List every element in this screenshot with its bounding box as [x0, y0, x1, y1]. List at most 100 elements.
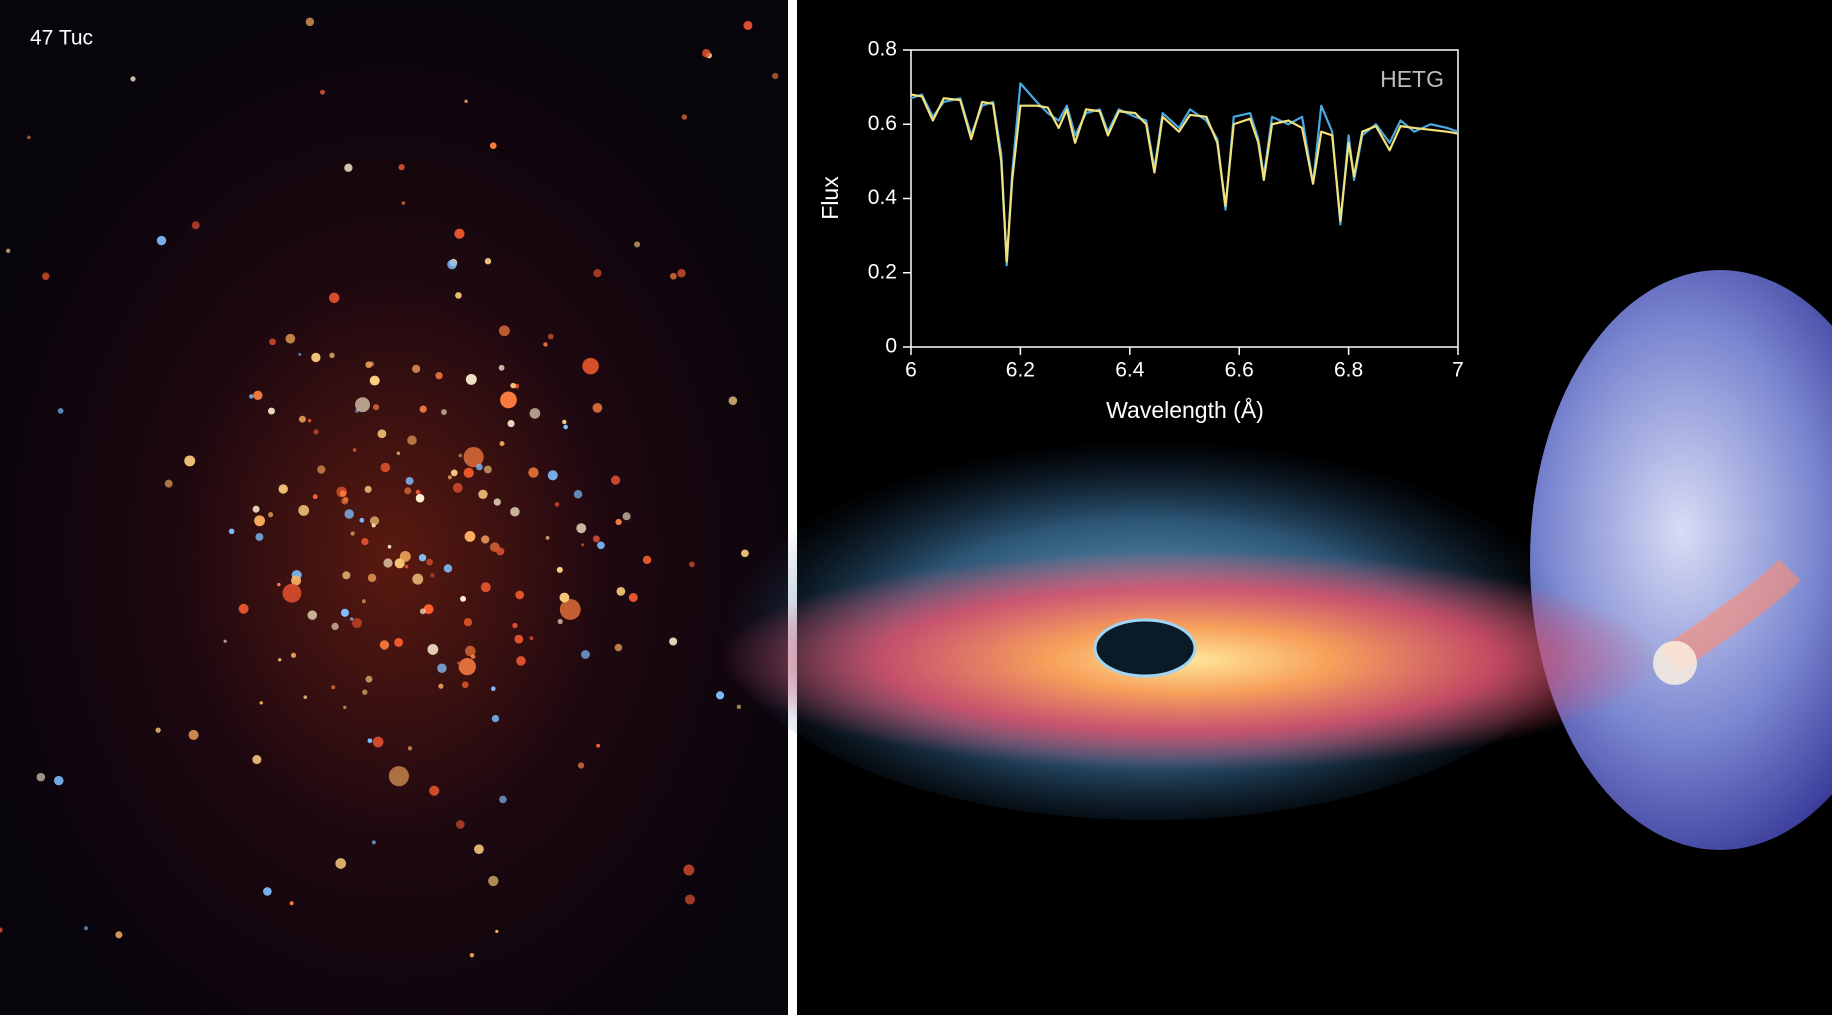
cluster-image	[0, 0, 788, 1015]
star	[289, 901, 294, 906]
star	[372, 404, 380, 411]
star	[290, 575, 302, 586]
star	[455, 292, 462, 299]
star	[339, 490, 347, 497]
star	[614, 643, 623, 652]
star	[495, 929, 499, 933]
star	[476, 463, 483, 471]
star	[437, 663, 447, 674]
star	[383, 558, 393, 568]
star	[457, 661, 461, 665]
star	[547, 470, 558, 481]
star	[269, 338, 276, 346]
star	[480, 582, 491, 593]
x-tick-label: 7	[1452, 359, 1464, 382]
star	[344, 163, 353, 172]
star	[559, 592, 570, 603]
star	[340, 608, 349, 617]
star	[0, 927, 3, 933]
star	[188, 729, 199, 740]
star	[426, 558, 433, 566]
star	[498, 364, 505, 371]
star	[359, 517, 365, 523]
star	[443, 564, 453, 573]
star	[328, 292, 340, 304]
star	[369, 375, 380, 386]
star	[463, 467, 474, 478]
star	[277, 658, 282, 662]
star	[27, 135, 31, 140]
star	[341, 497, 349, 505]
star	[463, 618, 473, 627]
star	[515, 590, 525, 600]
star	[563, 424, 568, 430]
image-label: 47 Tuc	[30, 27, 93, 50]
star	[372, 736, 384, 748]
star	[474, 844, 484, 855]
star	[596, 743, 600, 748]
cluster-stars	[0, 17, 779, 958]
star	[510, 506, 520, 517]
star	[688, 561, 695, 568]
star	[429, 785, 440, 796]
star	[447, 259, 457, 270]
star	[547, 333, 554, 340]
star	[41, 272, 50, 280]
star	[387, 544, 392, 549]
star	[498, 325, 510, 337]
star	[361, 599, 366, 604]
star	[285, 333, 296, 344]
star	[307, 610, 318, 620]
star	[365, 675, 373, 683]
star	[592, 535, 600, 543]
star	[238, 603, 249, 614]
star	[331, 685, 336, 690]
x-tick-label: 6.2	[1006, 359, 1035, 382]
star	[728, 396, 738, 406]
star	[452, 482, 463, 493]
star	[249, 394, 254, 399]
star	[556, 566, 563, 573]
star	[155, 727, 161, 733]
hot-spot	[1653, 641, 1697, 685]
star	[435, 371, 443, 380]
star	[681, 114, 688, 120]
star	[254, 515, 266, 527]
x-tick-label: 6.6	[1225, 359, 1254, 382]
star	[514, 634, 524, 644]
series-line	[910, 93, 1459, 263]
star	[557, 618, 563, 625]
y-tick-label: 0.8	[868, 38, 897, 61]
star	[312, 494, 318, 500]
star	[184, 455, 196, 467]
star	[427, 644, 439, 655]
star	[252, 505, 260, 513]
star	[369, 361, 375, 367]
star	[298, 352, 302, 356]
star	[554, 502, 560, 507]
star	[507, 419, 515, 428]
star	[404, 487, 412, 495]
star	[407, 435, 417, 445]
star	[450, 469, 458, 477]
star	[228, 528, 235, 535]
star	[573, 490, 583, 499]
star	[616, 586, 626, 596]
x-tick-label: 6.4	[1115, 359, 1145, 382]
star	[702, 49, 711, 58]
star	[622, 512, 631, 521]
star	[499, 795, 507, 804]
star	[164, 479, 173, 488]
star	[669, 637, 678, 646]
star	[36, 772, 46, 782]
star	[367, 573, 377, 583]
y-axis-label: Flux	[817, 176, 843, 220]
star	[510, 382, 516, 389]
star	[343, 705, 347, 709]
star	[305, 17, 315, 27]
star	[404, 564, 409, 569]
star	[317, 465, 326, 474]
annotation: HETG	[1380, 66, 1444, 92]
star	[528, 467, 539, 478]
x-axis-label: Wavelength (Å)	[1106, 396, 1264, 423]
